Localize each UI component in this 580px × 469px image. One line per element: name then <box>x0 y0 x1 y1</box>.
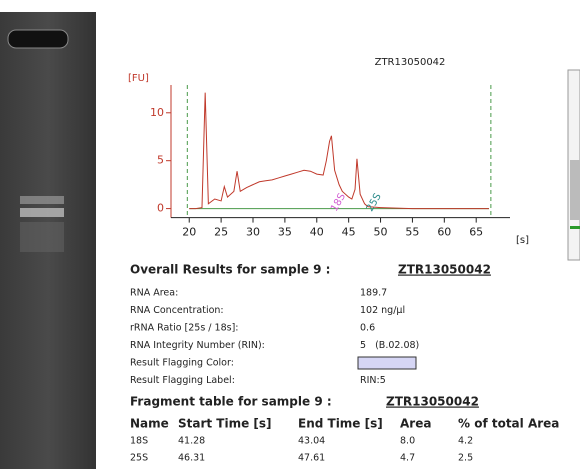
gel-image <box>0 12 96 469</box>
result-value: 0.6 <box>360 323 375 334</box>
x-tick-label: 60 <box>437 226 451 239</box>
fragment-cell: 2.5 <box>458 453 473 464</box>
fragment-cell: 8.0 <box>400 436 415 447</box>
x-tick-label: 30 <box>246 226 260 239</box>
peak-label: 25S <box>365 192 384 214</box>
fragment-cell: 18S <box>130 436 148 447</box>
y-tick-label: 10 <box>150 106 164 119</box>
column-header: End Time [s] <box>298 417 383 431</box>
result-label: RNA Concentration: <box>130 305 224 316</box>
fragment-heading: Fragment table for sample 9 : <box>130 395 332 409</box>
fragment-cell: 46.31 <box>178 453 205 464</box>
thumbnail <box>567 69 580 261</box>
result-label: RNA Integrity Number (RIN): <box>130 340 265 351</box>
fragment-cell: 41.28 <box>178 436 205 447</box>
chart-title: ZTR13050042 <box>375 57 446 68</box>
x-tick-label: 35 <box>278 226 292 239</box>
fragment-cell: 47.61 <box>298 453 325 464</box>
x-tick-label: 25 <box>214 226 228 239</box>
trace <box>189 92 489 210</box>
x-tick-label: 65 <box>469 226 483 239</box>
column-header: Start Time [s] <box>178 417 272 431</box>
y-axis-label: [FU] <box>128 73 149 84</box>
result-value: 189.7 <box>360 288 387 299</box>
x-tick-label: 40 <box>310 226 324 239</box>
result-label: Result Flagging Color: <box>130 358 234 369</box>
x-tick-label: 55 <box>405 226 419 239</box>
x-tick-label: 45 <box>342 226 356 239</box>
fragment-cell: 4.2 <box>458 436 473 447</box>
result-value: 5 (B.02.08) <box>360 340 419 351</box>
results-sample: ZTR13050042 <box>398 263 491 277</box>
column-header: % of total Area <box>458 417 559 431</box>
result-label: RNA Area: <box>130 288 178 299</box>
result-value: RIN:5 <box>360 375 386 386</box>
result-value: 102 ng/µl <box>360 305 405 316</box>
y-tick-label: 0 <box>157 202 164 215</box>
column-header: Area <box>400 417 431 431</box>
x-tick-label: 20 <box>182 226 196 239</box>
x-axis-label: [s] <box>516 235 529 246</box>
column-header: Name <box>130 417 169 431</box>
x-tick-label: 50 <box>374 226 388 239</box>
fragment-sample: ZTR13050042 <box>386 395 479 409</box>
flag-swatch <box>357 356 417 370</box>
fragment-cell: 25S <box>130 453 148 464</box>
y-tick-label: 5 <box>157 154 164 167</box>
fragment-cell: 43.04 <box>298 436 325 447</box>
result-label: rRNA Ratio [25s / 18s]: <box>130 323 238 334</box>
peak-label: 18S <box>329 192 348 214</box>
result-label: Result Flagging Label: <box>130 375 235 386</box>
results-heading: Overall Results for sample 9 : <box>130 263 330 277</box>
fragment-cell: 4.7 <box>400 453 415 464</box>
